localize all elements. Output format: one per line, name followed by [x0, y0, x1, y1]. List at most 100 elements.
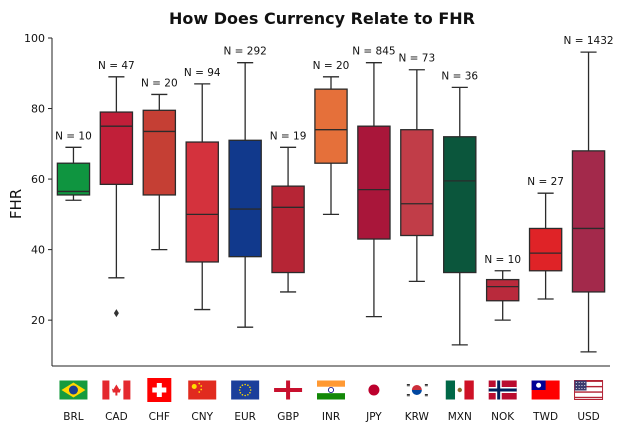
box-rect: [56, 162, 91, 196]
category-label: MXN: [448, 411, 472, 423]
brazil-flag-icon: [59, 380, 88, 400]
box-chf: N = 20 CHF: [141, 77, 178, 423]
canada-flag-icon: [102, 380, 131, 400]
box-jpy: N = 845 JPY: [352, 46, 395, 423]
flag-part: [574, 380, 587, 391]
flag-part: [231, 380, 260, 400]
flag-part: [411, 390, 422, 395]
category-label: NOK: [491, 411, 515, 423]
flag-part: [123, 380, 131, 400]
box-rect: [400, 129, 434, 237]
flag-part: [102, 380, 110, 400]
category-label: CHF: [149, 411, 170, 423]
y-axis-label: FHR: [7, 189, 25, 219]
china-flag-icon: [188, 380, 217, 400]
category-label: BRL: [63, 411, 83, 423]
box-rect: [185, 141, 219, 263]
flag-part: [249, 391, 251, 394]
flag-part: [317, 386, 345, 394]
box-rect: [271, 185, 305, 274]
count-label: N = 73: [398, 53, 435, 65]
flag-part: [198, 382, 201, 385]
switzerland-flag-icon: [147, 378, 172, 402]
count-label: N = 20: [141, 77, 178, 89]
flag-part: [584, 381, 586, 384]
count-label: N = 10: [484, 254, 521, 266]
flag-part: [574, 394, 603, 396]
flag-part: [406, 385, 410, 387]
india-flag-icon: [317, 380, 345, 400]
box-rect: [485, 278, 520, 302]
count-label: N = 27: [527, 176, 564, 188]
flag-part: [581, 384, 583, 387]
outlier-point: [113, 309, 119, 318]
flag-part: [445, 380, 456, 400]
flag-part: [575, 381, 577, 384]
flag-part: [327, 386, 334, 393]
flag-part: [238, 389, 241, 391]
japan-flag-icon: [359, 380, 388, 400]
count-label: N = 1432: [564, 35, 614, 47]
flag-part: [239, 391, 242, 394]
y-tick-label: 100: [24, 32, 45, 45]
flag-part: [249, 386, 251, 389]
flag-part: [406, 384, 410, 385]
box-cny: N = 94 CNY: [184, 67, 221, 423]
category-label: TWD: [532, 411, 558, 423]
usa-flag-icon: [574, 380, 604, 400]
y-tick-label: 60: [31, 173, 45, 186]
flag-part: [574, 396, 603, 399]
flag-part: [406, 394, 410, 395]
y-tick-label: 20: [31, 314, 45, 327]
flag-part: [584, 387, 586, 390]
count-label: N = 47: [98, 60, 135, 72]
flag-part: [368, 384, 380, 396]
flag-part: [581, 387, 583, 390]
flag-part: [406, 395, 410, 397]
count-label: N = 36: [441, 70, 478, 82]
flag-part: [578, 384, 580, 387]
uk-flag-icon: [274, 380, 303, 400]
flag-part: [457, 387, 462, 393]
flag-part: [191, 384, 197, 389]
category-label: JPY: [365, 411, 382, 423]
flag-part: [317, 393, 345, 400]
flag-part: [574, 385, 603, 388]
box-twd: N = 27 TWD: [527, 176, 564, 423]
flag-part: [584, 384, 586, 387]
flag-part: [464, 380, 474, 400]
category-label: KRW: [405, 411, 430, 423]
category-label: INR: [322, 411, 340, 423]
category-label: CNY: [191, 411, 213, 423]
y-tick-label: 40: [31, 244, 45, 257]
category-label: GBP: [277, 411, 299, 423]
chart-title: How Does Currency Relate to FHR: [169, 9, 475, 28]
mexico-flag-icon: [445, 380, 474, 400]
box-nok: N = 10 NOK: [484, 254, 521, 423]
box-rect: [314, 88, 348, 164]
box-krw: N = 73 KRW: [398, 53, 435, 423]
box-gbp: N = 19 GBP: [270, 130, 307, 423]
box-brl: N = 10 BRL: [55, 130, 92, 423]
flag-part: [68, 385, 78, 395]
flag-part: [249, 389, 252, 391]
flag-part: [244, 394, 246, 397]
flag-part: [198, 391, 201, 393]
box-eur: N = 292 EUR: [223, 46, 266, 423]
flag-part: [239, 386, 242, 389]
flag-part: [536, 382, 542, 388]
flag-part: [152, 387, 167, 393]
taiwan-flag-icon: [531, 380, 560, 400]
box-inr: N = 20 INR: [313, 60, 350, 423]
box-rect: [528, 227, 563, 272]
flag-part: [317, 380, 345, 387]
box-mxn: N = 36 MXN: [441, 70, 478, 423]
flag-part: [424, 395, 428, 397]
flags: [59, 378, 604, 402]
box-rect: [99, 111, 134, 186]
norway-flag-icon: [488, 380, 517, 400]
count-label: N = 845: [352, 46, 395, 58]
box-rect: [142, 109, 177, 196]
count-label: N = 20: [313, 60, 350, 72]
flag-part: [424, 394, 428, 395]
